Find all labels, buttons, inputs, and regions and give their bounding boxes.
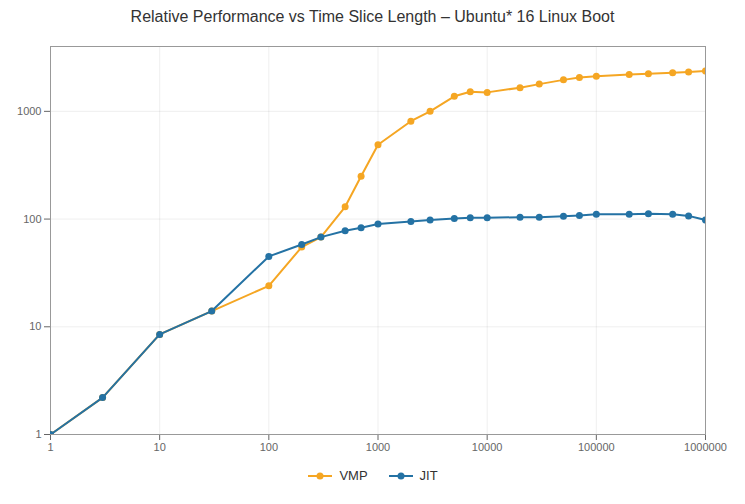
- svg-text:100000: 100000: [578, 441, 615, 453]
- svg-text:1000000: 1000000: [684, 441, 727, 453]
- svg-text:100: 100: [23, 213, 41, 225]
- html-text:VMP: VMP: [339, 468, 368, 483]
- svg-text:1: 1: [47, 441, 53, 453]
- html-text:Relative Performance vs Time S: Relative Performance vs Time Slice Lengt…: [130, 8, 615, 25]
- svg-text:100: 100: [260, 441, 278, 453]
- svg-text:10000: 10000: [472, 441, 503, 453]
- svg-text:1: 1: [35, 428, 41, 440]
- html-text:JIT: JIT: [419, 468, 438, 483]
- svg-text:1000: 1000: [17, 105, 41, 117]
- svg-text:1000: 1000: [366, 441, 390, 453]
- svg-text:10: 10: [154, 441, 166, 453]
- svg-text:10: 10: [29, 320, 41, 332]
